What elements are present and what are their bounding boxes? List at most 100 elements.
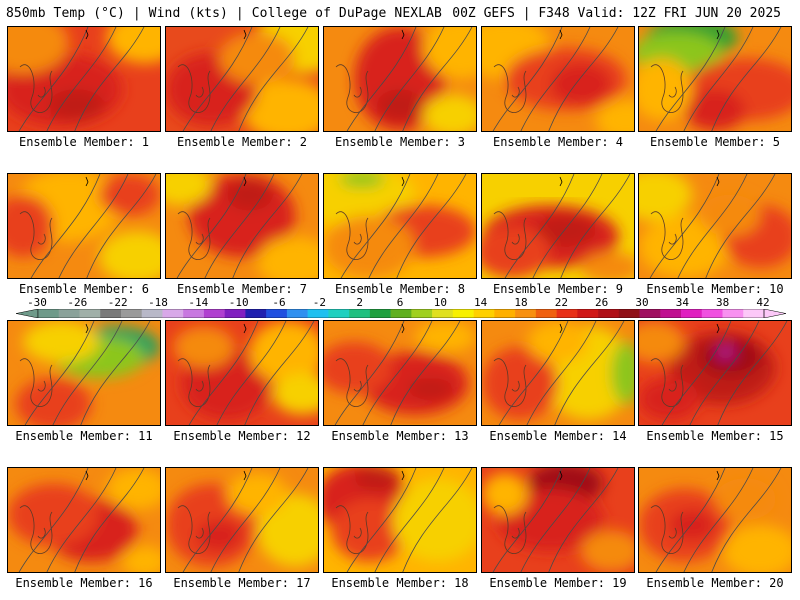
member-caption-13: Ensemble Member: 13 xyxy=(331,429,469,443)
temperature-region xyxy=(422,94,476,131)
temperature-region xyxy=(324,341,393,394)
colorbar-swatch xyxy=(286,309,308,318)
member-caption-6: Ensemble Member: 6 xyxy=(18,282,150,296)
member-caption-19: Ensemble Member: 19 xyxy=(489,576,627,590)
colorbar-swatch xyxy=(473,309,495,318)
temperature-region xyxy=(331,499,408,562)
colorbar-swatch xyxy=(722,309,744,318)
terrain-outline xyxy=(493,64,527,113)
ensemble-panel-1 xyxy=(7,26,161,132)
contour-line xyxy=(74,27,145,131)
ensemble-panel-16 xyxy=(7,467,161,573)
contour-line xyxy=(396,174,467,278)
contour-line xyxy=(238,468,309,572)
colorbar-swatch xyxy=(743,309,765,318)
colorbar-swatch xyxy=(639,309,661,318)
ensemble-panel-19 xyxy=(481,467,635,573)
temperature-region xyxy=(535,215,596,247)
temperature-region xyxy=(596,99,634,131)
contour-line xyxy=(210,468,281,572)
colorbar-swatch xyxy=(307,309,329,318)
temperature-region xyxy=(482,473,528,515)
temperature-region xyxy=(580,530,634,572)
contour-line xyxy=(689,321,760,425)
member-caption-17: Ensemble Member: 17 xyxy=(173,576,311,590)
temperature-region xyxy=(226,179,273,211)
temperature-map xyxy=(639,321,791,425)
contour-line xyxy=(661,321,732,425)
colorbar-swatch xyxy=(245,309,267,318)
colorbar-label: -6 xyxy=(272,296,286,309)
temperature-region xyxy=(407,378,454,399)
temperature-region xyxy=(99,174,160,216)
ensemble-panel-15 xyxy=(638,320,792,426)
ensemble-panel-12 xyxy=(165,320,319,426)
contour-line xyxy=(390,321,461,425)
contour-line xyxy=(560,174,631,278)
coastline-marker xyxy=(716,176,720,187)
temperature-map xyxy=(166,468,318,572)
terrain-outline xyxy=(177,358,211,407)
temperature-region xyxy=(23,321,100,363)
member-caption-20: Ensemble Member: 20 xyxy=(646,576,784,590)
temperature-region xyxy=(339,174,385,188)
colorbar-swatch xyxy=(79,309,101,318)
colorbar-label: 18 xyxy=(514,296,528,309)
temperature-region xyxy=(639,321,685,363)
contour-line xyxy=(683,468,754,572)
coastline-marker xyxy=(243,176,247,187)
terrain-outline xyxy=(335,64,369,113)
temperature-region xyxy=(715,478,776,520)
member-caption-3: Ensemble Member: 3 xyxy=(334,135,466,149)
temperature-region xyxy=(249,321,318,384)
temperature-region xyxy=(122,546,160,572)
coastline-marker xyxy=(401,29,405,40)
temperature-map xyxy=(166,321,318,425)
terrain-outline xyxy=(335,505,369,554)
colorbar-swatch xyxy=(369,309,391,318)
terrain-outline xyxy=(650,64,684,113)
contour-line xyxy=(18,27,89,131)
contour-line xyxy=(24,321,95,425)
contour-line xyxy=(683,27,754,131)
header-title-right: 00Z GEFS | F348 Valid: 12Z FRI JUN 20 20… xyxy=(452,6,781,21)
temperature-region xyxy=(8,483,100,546)
colorbar-swatch xyxy=(141,309,163,318)
temperature-colorbar xyxy=(16,309,786,318)
colorbar-label: -22 xyxy=(107,296,128,309)
contour-line xyxy=(182,468,253,572)
contour-line xyxy=(402,27,473,131)
ensemble-panel-3 xyxy=(323,26,477,132)
contour-line xyxy=(188,321,259,425)
temperature-region xyxy=(684,89,746,131)
coastline-marker xyxy=(243,470,247,481)
temperature-region xyxy=(106,27,160,64)
temperature-map xyxy=(639,468,791,572)
temperature-map xyxy=(639,27,791,131)
temperature-region xyxy=(106,468,160,510)
contour-line xyxy=(705,174,776,278)
contour-line xyxy=(655,468,726,572)
temperature-region xyxy=(166,174,212,206)
temperature-region xyxy=(639,378,700,420)
colorbar-label: 30 xyxy=(635,296,649,309)
terrain-outline xyxy=(335,358,369,407)
colorbar-swatch xyxy=(598,309,620,318)
contour-line xyxy=(649,174,720,278)
member-caption-12: Ensemble Member: 12 xyxy=(173,429,311,443)
colorbar-swatch xyxy=(411,309,433,318)
contour-line xyxy=(346,468,417,572)
temperature-map xyxy=(639,174,791,278)
temperature-region xyxy=(550,63,612,105)
ensemble-panel-9 xyxy=(481,173,635,279)
contour-line xyxy=(232,174,303,278)
colorbar-swatch xyxy=(38,309,60,318)
contour-line xyxy=(520,468,591,572)
temperature-region xyxy=(257,236,318,278)
temperature-map xyxy=(482,321,634,425)
coastline-marker xyxy=(401,323,405,334)
colorbar-swatch xyxy=(203,309,225,318)
colorbar-label: 42 xyxy=(756,296,770,309)
contour-line xyxy=(52,321,123,425)
ensemble-panel-20 xyxy=(638,467,792,573)
